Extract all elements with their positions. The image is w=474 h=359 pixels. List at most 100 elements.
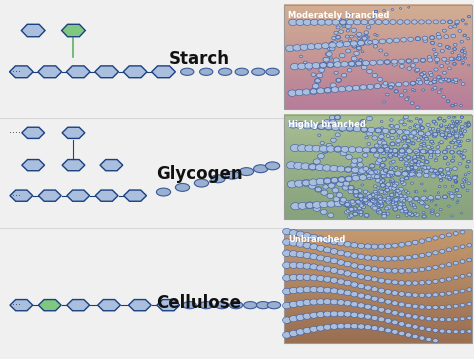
Circle shape (375, 177, 378, 179)
Circle shape (402, 136, 407, 140)
Ellipse shape (239, 168, 254, 176)
Circle shape (379, 204, 383, 208)
Circle shape (467, 288, 472, 292)
Circle shape (420, 155, 424, 159)
Circle shape (447, 248, 452, 252)
Circle shape (454, 103, 457, 106)
Circle shape (399, 149, 405, 153)
Circle shape (463, 34, 466, 37)
Circle shape (408, 37, 414, 41)
Circle shape (391, 202, 397, 206)
Circle shape (440, 173, 444, 176)
Circle shape (399, 152, 404, 156)
Circle shape (330, 288, 338, 294)
Circle shape (460, 303, 465, 307)
Circle shape (330, 42, 334, 45)
Circle shape (455, 20, 460, 24)
Circle shape (417, 81, 423, 85)
Circle shape (365, 304, 371, 309)
Circle shape (454, 180, 457, 182)
Circle shape (453, 62, 456, 65)
Circle shape (353, 212, 358, 216)
Circle shape (420, 183, 423, 185)
Circle shape (362, 37, 367, 40)
Circle shape (425, 150, 428, 152)
Circle shape (349, 208, 354, 211)
Circle shape (319, 145, 328, 152)
Circle shape (444, 35, 449, 38)
Circle shape (444, 157, 447, 159)
Circle shape (327, 201, 335, 207)
Circle shape (379, 135, 384, 139)
Circle shape (404, 210, 408, 213)
Circle shape (303, 252, 311, 258)
Circle shape (455, 23, 458, 25)
Circle shape (389, 193, 394, 197)
Circle shape (403, 115, 408, 119)
Circle shape (357, 324, 365, 329)
Circle shape (309, 179, 318, 186)
Circle shape (395, 172, 401, 177)
Text: Starch: Starch (169, 50, 229, 68)
Circle shape (440, 133, 445, 137)
Circle shape (303, 313, 311, 319)
Circle shape (404, 164, 408, 166)
Circle shape (463, 48, 465, 50)
Circle shape (421, 165, 426, 169)
Circle shape (310, 88, 318, 94)
Circle shape (365, 136, 368, 139)
Circle shape (410, 81, 416, 85)
Circle shape (410, 160, 415, 164)
Circle shape (330, 83, 336, 88)
Circle shape (438, 117, 442, 120)
Circle shape (394, 153, 398, 157)
Circle shape (401, 181, 404, 183)
Circle shape (391, 151, 397, 155)
Circle shape (411, 142, 415, 145)
Circle shape (421, 132, 424, 134)
Circle shape (449, 141, 452, 143)
Circle shape (457, 140, 460, 143)
Circle shape (397, 191, 401, 194)
Circle shape (467, 125, 470, 127)
Circle shape (414, 123, 417, 126)
Circle shape (396, 143, 400, 146)
Circle shape (353, 190, 359, 194)
Circle shape (372, 199, 375, 201)
Circle shape (309, 164, 316, 170)
Circle shape (446, 148, 448, 150)
Circle shape (428, 150, 433, 154)
Circle shape (419, 119, 422, 121)
Circle shape (353, 190, 358, 194)
Circle shape (382, 141, 387, 145)
Circle shape (468, 139, 471, 141)
Circle shape (339, 128, 344, 131)
Circle shape (323, 287, 331, 293)
Circle shape (408, 6, 410, 8)
Circle shape (365, 40, 372, 45)
Circle shape (419, 239, 425, 243)
Circle shape (360, 120, 365, 124)
Circle shape (415, 151, 418, 154)
Circle shape (332, 188, 339, 193)
Circle shape (419, 131, 422, 133)
Circle shape (393, 38, 400, 43)
Circle shape (459, 141, 461, 143)
Circle shape (433, 86, 437, 89)
Circle shape (302, 89, 310, 95)
Circle shape (323, 266, 331, 272)
Circle shape (384, 171, 388, 174)
Circle shape (455, 189, 459, 191)
Circle shape (454, 134, 459, 137)
Circle shape (436, 62, 438, 64)
Circle shape (338, 180, 343, 184)
Circle shape (460, 132, 463, 134)
Circle shape (351, 56, 357, 61)
Circle shape (289, 301, 298, 308)
Circle shape (407, 211, 412, 215)
Circle shape (384, 198, 392, 203)
Circle shape (410, 165, 413, 168)
Circle shape (454, 81, 458, 84)
Circle shape (408, 120, 410, 121)
Ellipse shape (200, 302, 213, 309)
